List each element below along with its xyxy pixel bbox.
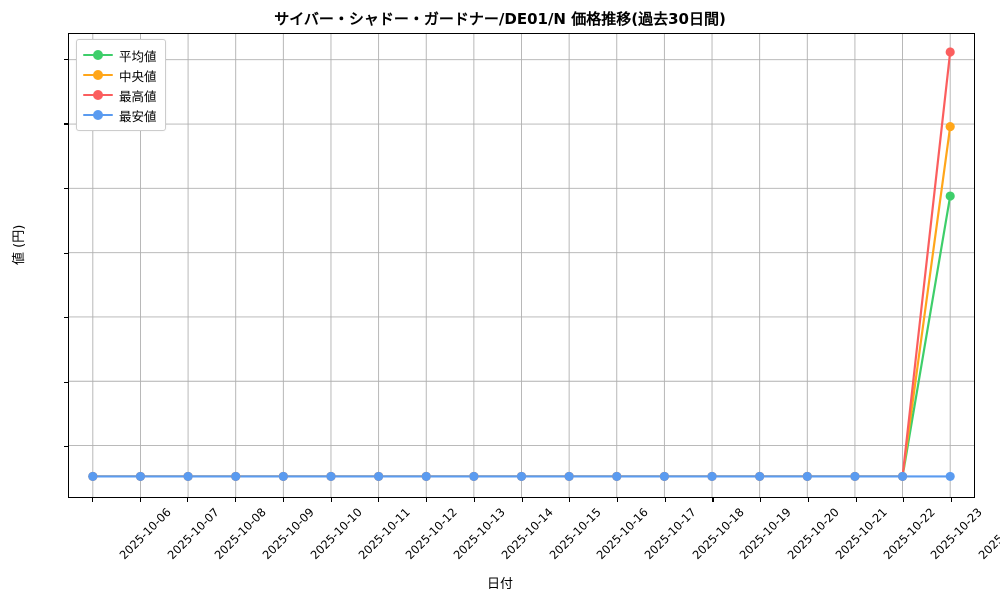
x-axis-tick-mark: [760, 498, 762, 502]
series-marker: [802, 471, 812, 482]
x-axis-tick-mark: [712, 498, 714, 502]
series-marker: [755, 471, 765, 482]
series-marker: [945, 122, 955, 132]
series-marker: [183, 471, 193, 482]
chart-title: サイバー・シャドー・ガードナー/DE01/N 価格推移(過去30日間): [274, 10, 726, 28]
series-marker: [945, 191, 955, 201]
series-marker: [564, 471, 574, 482]
x-axis-tick-mark: [235, 498, 237, 502]
x-axis-tick-mark: [664, 498, 666, 502]
legend-label: 最安値: [119, 108, 157, 124]
y-axis-tick-mark: [64, 123, 68, 125]
series-marker: [278, 471, 288, 482]
series-marker: [897, 471, 908, 482]
legend-item-1[interactable]: 中央値: [83, 65, 157, 85]
y-axis-label: 値 (円): [12, 224, 27, 265]
series-marker: [945, 471, 955, 482]
x-axis-tick-mark: [91, 498, 93, 502]
x-axis-tick-mark: [616, 498, 619, 502]
series-marker: [945, 47, 955, 57]
x-axis-tick-mark: [473, 498, 475, 502]
x-axis-tick-mark: [187, 498, 189, 502]
series-marker: [421, 471, 431, 482]
series-marker: [326, 471, 336, 482]
grid-lines: [69, 34, 974, 497]
x-axis-tick-mark: [426, 498, 428, 502]
x-axis-tick-mark: [569, 498, 571, 502]
series-marker: [231, 471, 241, 482]
legend-swatch-icon: [83, 48, 113, 62]
x-axis-tick-mark: [903, 498, 905, 502]
x-axis-tick-mark: [521, 498, 523, 502]
series-marker: [469, 471, 479, 482]
series-marker: [707, 471, 717, 482]
y-axis-tick-mark: [64, 446, 68, 448]
legend-swatch-icon: [83, 68, 113, 82]
x-axis-tick-mark: [139, 498, 141, 502]
y-axis-tick-mark: [64, 381, 68, 383]
series-marker: [516, 471, 527, 482]
plot-area: [68, 33, 975, 498]
series-marker: [850, 471, 860, 482]
x-axis-tick-mark: [951, 498, 953, 502]
series-marker: [612, 471, 622, 482]
x-axis-tick-mark: [330, 498, 332, 502]
legend-item-2[interactable]: 最高値: [83, 85, 157, 105]
x-axis-label: 日付: [486, 577, 513, 592]
legend-label: 中央値: [119, 68, 157, 84]
legend-label: 最高値: [119, 88, 157, 104]
y-axis-tick-mark: [64, 317, 68, 319]
legend-swatch-icon: [83, 108, 113, 122]
x-axis-tick-mark: [855, 498, 857, 502]
y-axis-tick-mark: [64, 188, 68, 190]
series-marker: [135, 471, 146, 482]
chart-legend[interactable]: 平均値中央値最高値最安値: [76, 39, 166, 131]
series-marker: [659, 471, 669, 482]
x-axis-tick-mark: [378, 498, 380, 502]
legend-swatch-icon: [83, 88, 113, 102]
series-line: [91, 125, 952, 478]
x-axis-tick-mark: [282, 498, 284, 502]
series-marker: [374, 471, 384, 482]
legend-item-3[interactable]: 最安値: [83, 105, 157, 125]
series-lines: [88, 47, 955, 482]
x-axis-tick-mark: [807, 498, 809, 502]
series-marker: [88, 471, 98, 482]
series-line: [91, 50, 952, 478]
legend-item-0[interactable]: 平均値: [83, 45, 157, 65]
y-axis-tick-mark: [64, 252, 68, 254]
legend-label: 平均値: [119, 48, 157, 64]
y-axis-tick-mark: [64, 58, 68, 60]
series-line: [91, 194, 952, 478]
